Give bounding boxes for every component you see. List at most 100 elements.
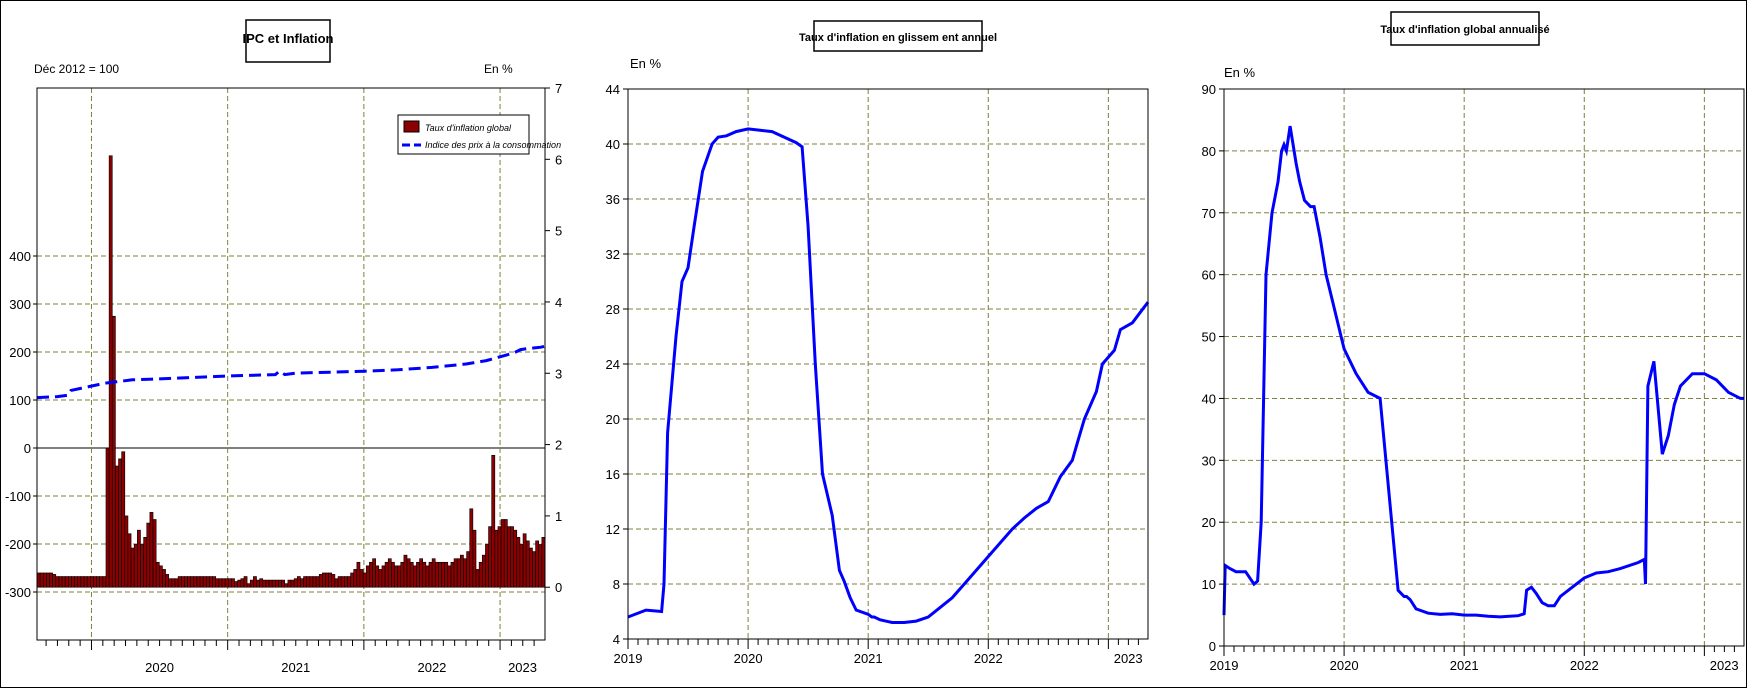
chart1-inflation-bar [58,576,63,588]
chart1-inflation-bar [237,579,242,588]
chart1-inflation-bar [507,526,511,588]
chart1-inflation-bar [187,576,191,588]
chart1-inflation-bar [184,576,188,588]
chart1-inflation-bar [99,576,104,588]
chart3-y-tick-label: 40 [1202,391,1216,406]
chart3-y-tick-label: 0 [1209,639,1216,654]
chart1-inflation-bar [513,529,518,588]
chart1-inflation-bar [472,529,477,588]
chart1-inflation-bar [206,576,210,588]
chart1-inflation-bar [133,544,138,588]
chart1-inflation-bar [165,574,170,588]
chart1-left-axis-label: Déc 2012 = 100 [34,62,119,76]
chart1-inflation-bar [55,576,60,588]
chart1-inflation-bar [315,576,320,588]
chart1-inflation-bar [240,578,245,588]
chart3-y-tick-label: 70 [1202,206,1216,221]
chart1-inflation-bar [450,561,455,588]
chart1-inflation-bar [108,155,113,588]
chart1-inflation-bar [290,579,295,588]
chart1-inflation-bar [287,579,292,588]
chart2-y-tick-label: 20 [606,412,620,427]
chart1-inflation-bar [224,578,229,588]
chart1-inflation-bar [456,558,461,588]
chart2-y-tick-label: 16 [606,467,620,482]
chart1-inflation-bar [127,533,132,588]
chart3-title: Taux d'inflation global annualisé [1380,24,1549,36]
chart1-inflation-bar [491,454,496,588]
chart1-inflation-bar [391,561,395,588]
chart1-inflation-bar [284,583,289,588]
chart1-inflation-bar [52,574,57,588]
chart1-inflation-bar [121,451,126,588]
chart1-inflation-bar [378,569,383,588]
chart1-inflation-bar [325,572,329,588]
chart1-right-tick-label: 1 [555,509,562,524]
chart1-year-label: 2022 [417,660,446,675]
chart1-inflation-bar [86,576,91,588]
chart1-inflation-bar [400,561,405,588]
chart-annualise: Taux d'inflation global annualisé En % 0… [1202,11,1745,673]
chart1-inflation-bar [428,561,433,588]
chart2-ylabel: En % [630,56,662,71]
chart3-y-tick-label: 90 [1202,82,1216,97]
chart1-inflation-bar [256,579,260,588]
chart3-year-label: 2023 [1710,658,1739,673]
chart1-inflation-bar [111,315,116,588]
chart1-inflation-bar [152,519,157,588]
chart2-y-tick-label: 32 [606,247,620,262]
chart1-inflation-bar [80,576,85,588]
chart2-y-tick-label: 36 [606,192,620,207]
chart1-inflation-bar [444,561,449,588]
chart1-right-tick-label: 7 [555,81,562,96]
chart1-left-tick-label: 200 [9,345,31,360]
chart1-inflation-bar [275,579,279,588]
chart1-inflation-bar [481,554,486,588]
chart1-inflation-bar [171,578,176,588]
chart1-inflation-bar [158,565,163,588]
chart1-inflation-bar [262,579,267,588]
chart1-inflation-bar [143,537,148,588]
chart1-inflation-bar [353,569,358,588]
chart1-inflation-bar [215,578,220,588]
chart1-inflation-bar [529,547,533,588]
chart2-y-tick-label: 8 [613,577,620,592]
chart1-inflation-bar [118,458,122,588]
chart1-inflation-bar [497,526,502,588]
chart1-inflation-bar [309,576,314,588]
chart1-inflation-bar [372,558,376,588]
chart1-inflation-bar [293,578,298,588]
chart1-inflation-bar [306,576,311,588]
chart1-inflation-bar [105,447,110,588]
chart1-left-tick-label: 100 [9,393,31,408]
chart1-inflation-bar [296,576,301,588]
chart1-inflation-bar [83,576,88,588]
chart1-year-label: 2021 [281,660,310,675]
chart1-inflation-bar [381,565,386,588]
chart1-inflation-bar [412,565,417,588]
chart1-inflation-bar [535,540,540,588]
chart3-y-tick-label: 50 [1202,330,1216,345]
chart1-inflation-bar [488,526,492,588]
chart1-inflation-bar [406,558,411,588]
chart1-right-tick-label: 0 [555,580,562,595]
chart1-inflation-bar [90,576,94,588]
chart1-legend-line-label: Indice des prix à la consommation [425,140,561,150]
chart1-inflation-bar [231,578,235,588]
chart3-y-tick-label: 10 [1202,577,1216,592]
chart1-inflation-bar [337,576,342,588]
chart2-y-tick-label: 44 [606,82,620,97]
chart1-inflation-bar [519,544,524,588]
chart1-inflation-bar [199,576,204,588]
chart1-inflation-bar [422,561,427,588]
chart1-inflation-bar [347,576,351,588]
chart1-inflation-bar [431,558,436,588]
chart1-inflation-bar [447,565,452,588]
chart1-inflation-bar [425,565,430,588]
chart1-plot-frame [36,87,546,641]
chart1-inflation-bar [61,576,66,588]
chart1-year-label: 2023 [508,660,537,675]
chart1-inflation-bar [469,508,474,588]
chart1-inflation-bar [115,465,119,588]
chart1-inflation-bar [331,574,336,588]
